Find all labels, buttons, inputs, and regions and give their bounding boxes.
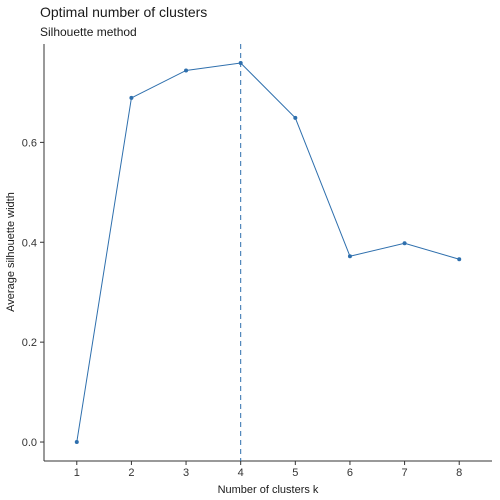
- x-tick-label: 5: [292, 467, 298, 479]
- data-point: [402, 241, 407, 246]
- x-tick-label: 4: [238, 467, 244, 479]
- data-point: [238, 60, 243, 65]
- y-axis-label: Average silhouette width: [5, 192, 17, 312]
- y-tick-label: 0.0: [22, 437, 37, 449]
- data-point: [457, 257, 462, 262]
- data-point: [293, 115, 298, 120]
- series-line: [76, 62, 460, 443]
- x-tick-label: 7: [402, 467, 408, 479]
- x-tick-label: 1: [74, 467, 80, 479]
- y-tick-label: 0.4: [22, 237, 37, 249]
- x-tick-label: 6: [347, 467, 353, 479]
- x-tick-label: 3: [183, 467, 189, 479]
- data-point: [74, 440, 79, 445]
- x-axis-label: Number of clusters k: [218, 484, 319, 496]
- x-tick-label: 2: [128, 467, 134, 479]
- data-points: [74, 60, 462, 445]
- data-point: [347, 254, 352, 259]
- y-ticks: 0.0 0.2 0.4 0.6: [22, 137, 44, 449]
- y-tick-label: 0.2: [22, 337, 37, 349]
- x-ticks: 1 2 3 4 5 6 7 8: [74, 461, 462, 479]
- x-tick-label: 8: [456, 467, 462, 479]
- data-point: [129, 95, 134, 100]
- chart-subtitle: Silhouette method: [40, 25, 137, 39]
- data-point: [184, 68, 189, 73]
- chart-title: Optimal number of clusters: [40, 4, 208, 20]
- y-tick-label: 0.6: [22, 137, 37, 149]
